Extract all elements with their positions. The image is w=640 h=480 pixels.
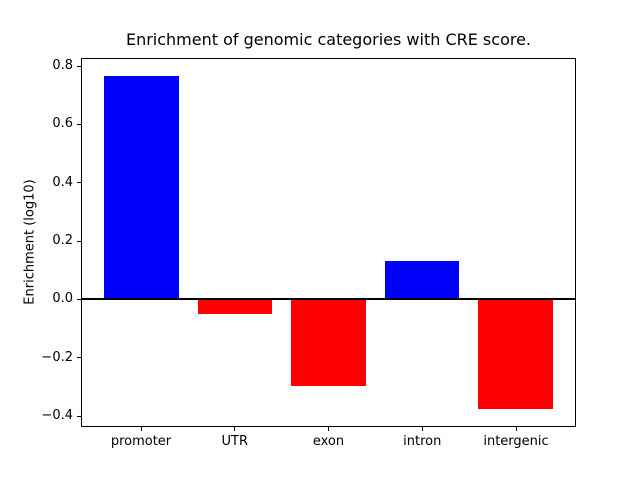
y-tick-mark — [77, 182, 81, 184]
y-tick-mark — [77, 415, 81, 417]
y-tick-mark — [77, 123, 81, 125]
bar-intron — [384, 261, 460, 300]
chart-title: Enrichment of genomic categories with CR… — [125, 30, 532, 49]
x-tick-label-promoter: promoter — [110, 434, 172, 449]
x-tick-mark — [515, 427, 517, 431]
x-tick-label-exon: exon — [312, 434, 345, 449]
y-tick-mark — [77, 298, 81, 300]
x-tick-mark — [234, 427, 236, 431]
x-tick-label-intron: intron — [403, 434, 442, 449]
y-tick-label: 0.4 — [52, 174, 73, 190]
zero-baseline — [82, 298, 575, 301]
y-tick-mark — [77, 357, 81, 359]
y-tick-label: 0.6 — [52, 116, 73, 132]
y-tick-label: −0.2 — [41, 349, 73, 365]
bar-promoter — [104, 75, 180, 300]
y-tick-label: −0.4 — [41, 408, 73, 424]
plot-area — [81, 58, 576, 427]
x-tick-mark — [140, 427, 142, 431]
x-tick-mark — [421, 427, 423, 431]
bar-exon — [291, 299, 366, 387]
x-tick-label-intergenic: intergenic — [483, 434, 549, 449]
y-tick-label: 0.0 — [52, 291, 73, 307]
bar-UTR — [197, 299, 273, 314]
y-tick-mark — [77, 65, 81, 67]
x-tick-label-UTR: UTR — [221, 434, 249, 449]
bar-intergenic — [477, 299, 553, 410]
y-tick-mark — [77, 240, 81, 242]
x-tick-mark — [328, 427, 329, 431]
y-tick-label: 0.2 — [52, 233, 73, 249]
y-tick-label: 0.8 — [52, 58, 73, 74]
